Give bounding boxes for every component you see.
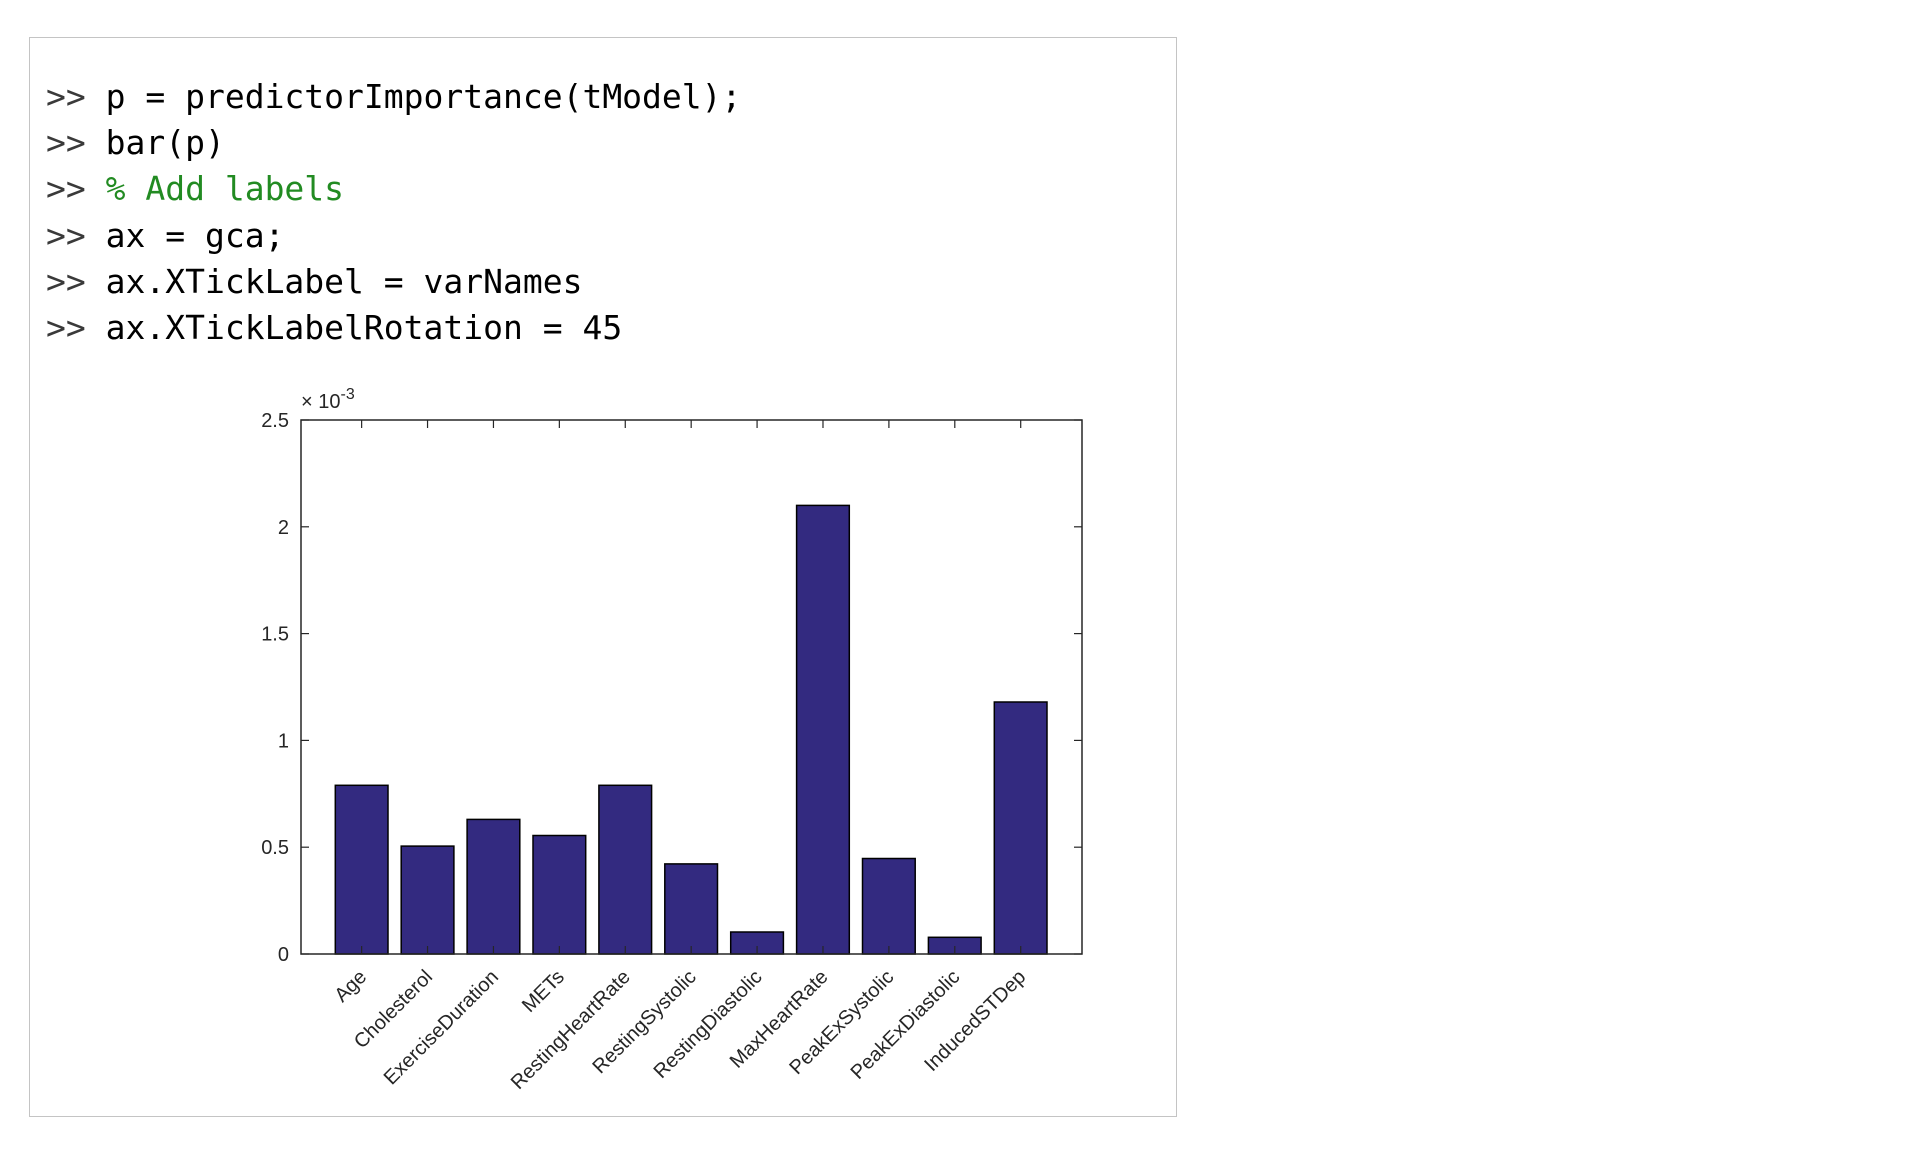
y-tick-label: 1.5	[261, 624, 289, 646]
bar-age	[334, 784, 389, 955]
command-prompt: >>	[46, 77, 86, 116]
command-line: >> ax.XTickLabelRotation = 45	[46, 305, 1146, 351]
command-window: >> p = predictorImportance(tModel); >> ba…	[46, 74, 1146, 351]
y-tick-label: 0.5	[261, 837, 289, 859]
y-tick-label: 1	[278, 730, 289, 752]
command-line: >> p = predictorImportance(tModel);	[46, 74, 1146, 120]
y-tick-label: 2.5	[261, 410, 289, 432]
y-tick-label: 0	[278, 944, 289, 966]
x-tick-label-exerciseduration: ExerciseDuration	[380, 966, 503, 1089]
bar-mets	[532, 834, 587, 955]
command-prompt: >>	[46, 261, 86, 301]
bar-restingsystolic	[664, 863, 719, 955]
code-statement: ax = gca;	[105, 215, 285, 255]
bar-restingheartrate	[598, 784, 653, 955]
exponent-base: × 10	[301, 391, 340, 413]
command-line: >> ax = gca;	[46, 213, 1146, 259]
code-statement: bar(p)	[105, 123, 225, 163]
command-prompt: >>	[46, 123, 86, 163]
bar-chart: 00.511.522.5AgeCholesterolExerciseDurati…	[261, 386, 1083, 1094]
bar-inducedstdep	[993, 701, 1048, 955]
x-tick-label-age: Age	[330, 966, 371, 1007]
code-statement: p = predictorImportance(tModel);	[105, 77, 742, 116]
command-line: >> % Add labels	[46, 166, 1146, 212]
bar-exerciseduration	[466, 818, 521, 955]
x-tick-label-mets: METs	[518, 966, 569, 1017]
command-prompt: >>	[46, 215, 86, 255]
command-prompt: >>	[46, 169, 86, 209]
bar-chart-figure: 0 0.5 1 1.5 2 2.5 Age Cholesterol ExerciseDurati…	[30, 38, 1178, 1118]
matlab-output-panel: >> p = predictorImportance(tModel); >> ba…	[29, 37, 1177, 1117]
y-tick-label: 2	[278, 517, 289, 539]
code-statement: ax.XTickLabelRotation = 45	[105, 307, 623, 347]
exponent-power: -3	[340, 386, 354, 403]
bar-peakexsystolic	[861, 857, 916, 955]
code-comment: % Add labels	[105, 169, 345, 209]
bar-cholesterol	[400, 845, 455, 955]
command-line: >> bar(p)	[46, 120, 1146, 166]
x-tick-label-restingheartrate: RestingHeartRate	[507, 966, 635, 1094]
command-line: >> ax.XTickLabel = varNames	[46, 259, 1146, 305]
command-prompt: >>	[46, 307, 86, 347]
bar-maxheartrate	[795, 504, 851, 955]
code-statement: ax.XTickLabel = varNames	[105, 261, 583, 301]
y-exponent-label: × 10-3	[301, 386, 355, 413]
